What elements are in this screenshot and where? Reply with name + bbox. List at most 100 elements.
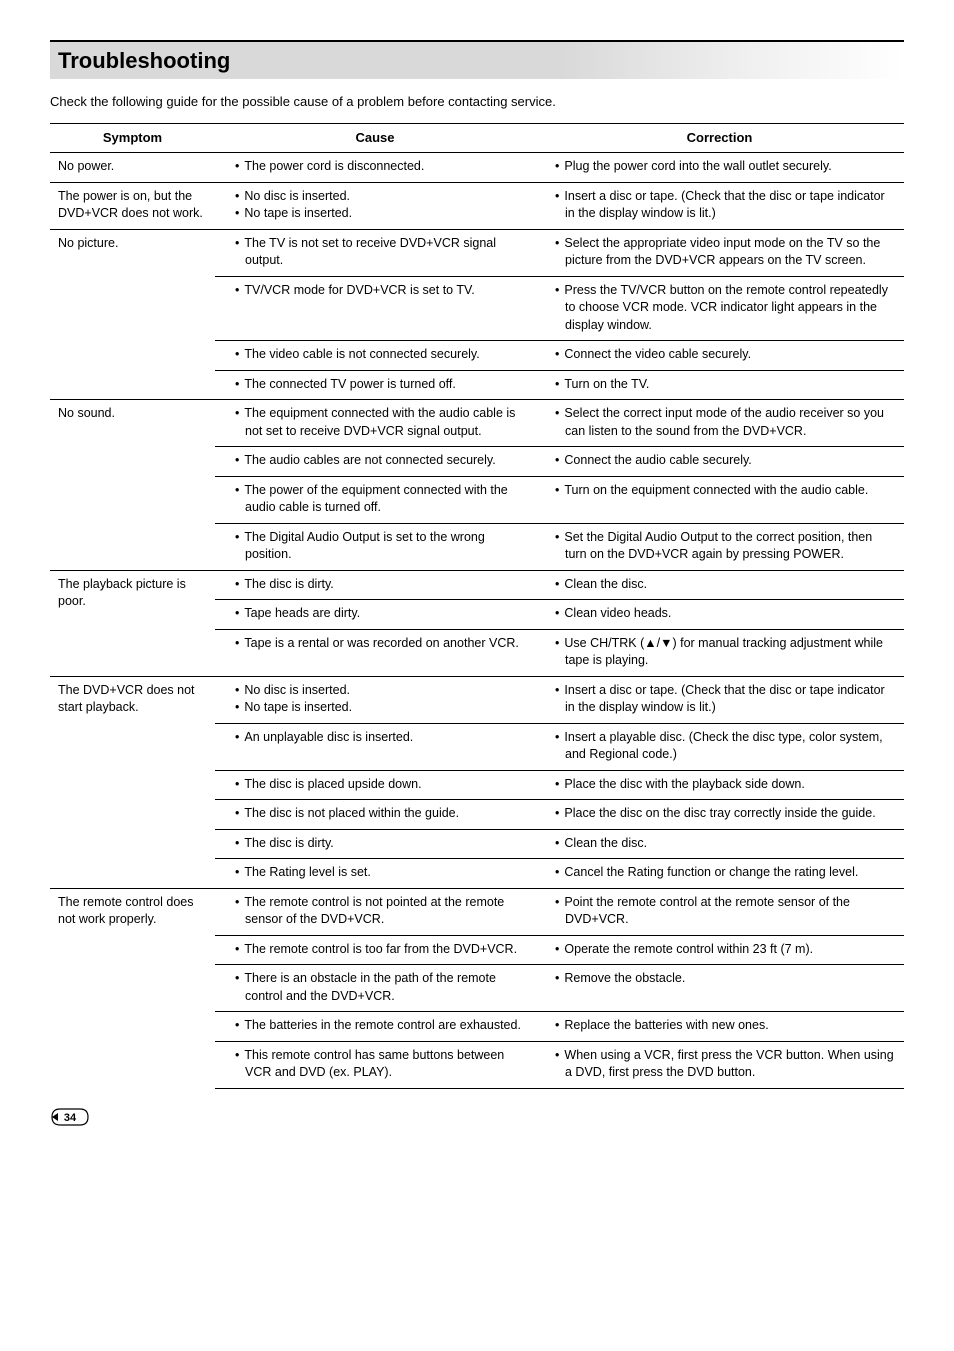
cause-cell: The power cord is disconnected.	[215, 153, 535, 183]
cause-cell: No disc is inserted.No tape is inserted.	[215, 676, 535, 723]
cause-item: There is an obstacle in the path of the …	[245, 970, 527, 1005]
correction-cell: Clean the disc.	[535, 829, 904, 859]
page-number: 34	[64, 1112, 77, 1124]
table-row: No picture.The TV is not set to receive …	[50, 229, 904, 276]
symptom-cell: The power is on, but the DVD+VCR does no…	[50, 182, 215, 229]
correction-item: Cancel the Rating function or change the…	[565, 864, 896, 882]
cause-cell: An unplayable disc is inserted.	[215, 723, 535, 770]
correction-item: Clean the disc.	[565, 835, 896, 853]
cause-cell: Tape is a rental or was recorded on anot…	[215, 629, 535, 676]
correction-cell: When using a VCR, first press the VCR bu…	[535, 1041, 904, 1088]
cause-item: An unplayable disc is inserted.	[245, 729, 527, 747]
cause-cell: The remote control is not pointed at the…	[215, 888, 535, 935]
table-row: No power. The power cord is disconnected.…	[50, 153, 904, 183]
cause-cell: There is an obstacle in the path of the …	[215, 965, 535, 1012]
table-row: No sound.The equipment connected with th…	[50, 400, 904, 447]
correction-cell: Place the disc on the disc tray correctl…	[535, 800, 904, 830]
correction-item: Replace the batteries with new ones.	[565, 1017, 896, 1035]
section-title: Troubleshooting	[58, 46, 896, 77]
correction-item: Select the correct input mode of the aud…	[565, 405, 896, 440]
cause-item: No disc is inserted.	[245, 682, 527, 700]
cause-cell: The connected TV power is turned off.	[215, 370, 535, 400]
section-title-bar: Troubleshooting	[50, 40, 904, 79]
symptom-cell: No power.	[50, 153, 215, 183]
correction-cell: Turn on the equipment connected with the…	[535, 476, 904, 523]
cause-item: The TV is not set to receive DVD+VCR sig…	[245, 235, 527, 270]
correction-item: Clean the disc.	[565, 576, 896, 594]
cause-item: The power of the equipment connected wit…	[245, 482, 527, 517]
correction-item: Turn on the equipment connected with the…	[565, 482, 896, 500]
cause-item: The disc is placed upside down.	[245, 776, 527, 794]
correction-cell: Select the appropriate video input mode …	[535, 229, 904, 276]
correction-item: Set the Digital Audio Output to the corr…	[565, 529, 896, 564]
correction-item: Place the disc with the playback side do…	[565, 776, 896, 794]
cause-cell: The Rating level is set.	[215, 859, 535, 889]
correction-cell: Cancel the Rating function or change the…	[535, 859, 904, 889]
cause-cell: No disc is inserted.No tape is inserted.	[215, 182, 535, 229]
cause-item: No tape is inserted.	[245, 205, 527, 223]
cause-item: Tape is a rental or was recorded on anot…	[245, 635, 527, 653]
cause-cell: The Digital Audio Output is set to the w…	[215, 523, 535, 570]
cause-item: The connected TV power is turned off.	[245, 376, 527, 394]
correction-cell: Select the correct input mode of the aud…	[535, 400, 904, 447]
correction-cell: Use CH/TRK (▲/▼) for manual tracking adj…	[535, 629, 904, 676]
cause-cell: The remote control is too far from the D…	[215, 935, 535, 965]
intro-text: Check the following guide for the possib…	[50, 93, 904, 111]
correction-item: When using a VCR, first press the VCR bu…	[565, 1047, 896, 1082]
correction-cell: Insert a playable disc. (Check the disc …	[535, 723, 904, 770]
cause-cell: The equipment connected with the audio c…	[215, 400, 535, 447]
col-header-correction: Correction	[535, 123, 904, 152]
correction-cell: Plug the power cord into the wall outlet…	[535, 153, 904, 183]
symptom-cell: The remote control does not work properl…	[50, 888, 215, 1088]
cause-item: The remote control is not pointed at the…	[245, 894, 527, 929]
cause-item: The power cord is disconnected.	[245, 158, 527, 176]
cause-cell: The disc is not placed within the guide.	[215, 800, 535, 830]
cause-cell: Tape heads are dirty.	[215, 600, 535, 630]
cause-item: The remote control is too far from the D…	[245, 941, 527, 959]
correction-item: Remove the obstacle.	[565, 970, 896, 988]
correction-cell: Press the TV/VCR button on the remote co…	[535, 276, 904, 341]
correction-cell: Insert a disc or tape. (Check that the d…	[535, 676, 904, 723]
correction-cell: Turn on the TV.	[535, 370, 904, 400]
correction-cell: Operate the remote control within 23 ft …	[535, 935, 904, 965]
cause-cell: The power of the equipment connected wit…	[215, 476, 535, 523]
correction-cell: Remove the obstacle.	[535, 965, 904, 1012]
cause-cell: The TV is not set to receive DVD+VCR sig…	[215, 229, 535, 276]
correction-item: Plug the power cord into the wall outlet…	[565, 158, 896, 176]
cause-cell: The video cable is not connected securel…	[215, 341, 535, 371]
correction-item: Insert a disc or tape. (Check that the d…	[565, 188, 896, 223]
correction-cell: Connect the audio cable securely.	[535, 447, 904, 477]
correction-item: Clean video heads.	[565, 605, 896, 623]
cause-item: No disc is inserted.	[245, 188, 527, 206]
cause-cell: The batteries in the remote control are …	[215, 1012, 535, 1042]
correction-cell: Insert a disc or tape. (Check that the d…	[535, 182, 904, 229]
table-row: The power is on, but the DVD+VCR does no…	[50, 182, 904, 229]
cause-item: The Digital Audio Output is set to the w…	[245, 529, 527, 564]
cause-cell: The audio cables are not connected secur…	[215, 447, 535, 477]
correction-item: Operate the remote control within 23 ft …	[565, 941, 896, 959]
correction-cell: Point the remote control at the remote s…	[535, 888, 904, 935]
correction-item: Connect the audio cable securely.	[565, 452, 896, 470]
correction-item: Point the remote control at the remote s…	[565, 894, 896, 929]
cause-item: The equipment connected with the audio c…	[245, 405, 527, 440]
cause-item: No tape is inserted.	[245, 699, 527, 717]
correction-cell: Replace the batteries with new ones.	[535, 1012, 904, 1042]
correction-cell: Connect the video cable securely.	[535, 341, 904, 371]
cause-item: The video cable is not connected securel…	[245, 346, 527, 364]
cause-item: The disc is dirty.	[245, 835, 527, 853]
correction-item: Place the disc on the disc tray correctl…	[565, 805, 896, 823]
cause-cell: The disc is placed upside down.	[215, 770, 535, 800]
cause-item: TV/VCR mode for DVD+VCR is set to TV.	[245, 282, 527, 300]
symptom-cell: No picture.	[50, 229, 215, 400]
cause-cell: The disc is dirty.	[215, 829, 535, 859]
symptom-cell: No sound.	[50, 400, 215, 571]
correction-item: Connect the video cable securely.	[565, 346, 896, 364]
cause-item: The audio cables are not connected secur…	[245, 452, 527, 470]
col-header-symptom: Symptom	[50, 123, 215, 152]
cause-item: The disc is not placed within the guide.	[245, 805, 527, 823]
correction-cell: Clean the disc.	[535, 570, 904, 600]
cause-cell: TV/VCR mode for DVD+VCR is set to TV.	[215, 276, 535, 341]
correction-item: Insert a playable disc. (Check the disc …	[565, 729, 896, 764]
cause-item: The batteries in the remote control are …	[245, 1017, 527, 1035]
correction-cell: Place the disc with the playback side do…	[535, 770, 904, 800]
